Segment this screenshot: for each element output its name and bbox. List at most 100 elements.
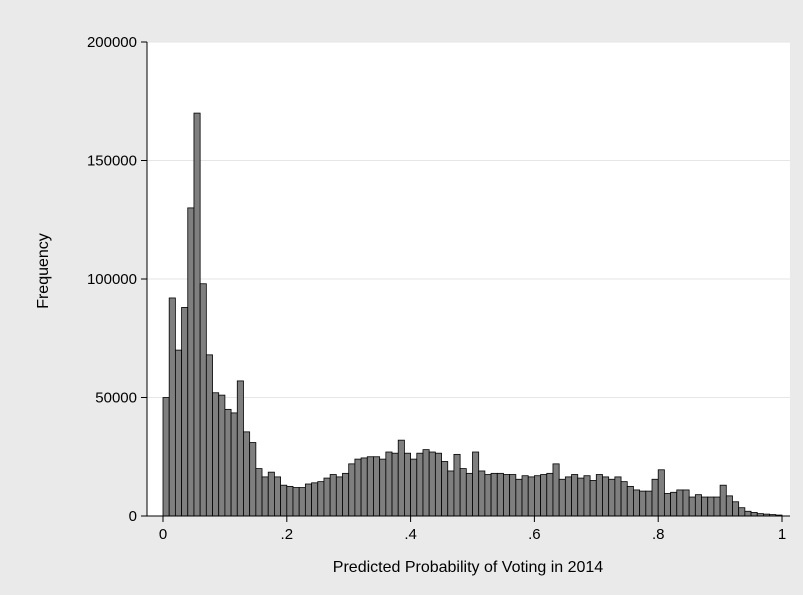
histogram-bar — [459, 468, 467, 517]
histogram-bar — [534, 475, 541, 517]
y-axis-label: Frequency — [35, 233, 52, 309]
histogram-bar — [472, 451, 480, 517]
histogram-bar — [670, 491, 678, 517]
histogram-bar — [620, 481, 628, 517]
histogram-bar — [719, 484, 727, 517]
histogram-bar — [521, 475, 529, 517]
histogram-bar — [633, 489, 641, 517]
histogram-bar — [168, 297, 176, 517]
histogram-bar — [243, 431, 251, 517]
histogram-bar — [335, 476, 343, 517]
histogram-bar — [354, 458, 362, 517]
y-tick-label: 0 — [129, 508, 137, 525]
histogram-bar — [583, 475, 591, 517]
histogram-bar — [323, 477, 331, 517]
histogram-bar — [639, 490, 647, 517]
histogram-bar — [329, 474, 337, 517]
histogram-bar — [304, 483, 312, 517]
histogram-bar — [571, 474, 579, 517]
histogram-bar — [453, 453, 461, 517]
histogram-bar — [663, 493, 671, 517]
histogram-bar — [162, 397, 170, 517]
histogram-bar — [311, 482, 319, 517]
histogram-bar — [750, 512, 758, 517]
histogram-bar — [515, 478, 523, 517]
histogram-bar — [614, 476, 622, 517]
bars — [162, 112, 783, 517]
histogram-bar — [713, 496, 721, 517]
histogram-bar — [174, 349, 182, 517]
histogram-bar — [267, 471, 275, 517]
histogram-bar — [397, 439, 405, 517]
y-tick-label: 200000 — [87, 34, 137, 51]
histogram-bar — [348, 463, 356, 517]
gridlines — [147, 41, 790, 398]
histogram-bar — [608, 478, 616, 517]
histogram-bar — [546, 472, 554, 517]
histogram-bar — [292, 487, 300, 517]
histogram-bar — [564, 476, 572, 517]
x-tick-label: .4 — [404, 526, 417, 543]
histogram-bar — [657, 469, 665, 517]
histogram-bar — [688, 496, 696, 517]
histogram-bar — [249, 442, 257, 517]
histogram-bar — [527, 476, 535, 517]
histogram-bar — [595, 474, 603, 517]
histogram-bar — [732, 501, 740, 517]
histogram-bar — [360, 457, 368, 517]
histogram-bar — [707, 496, 715, 517]
histogram-bar — [645, 490, 653, 517]
histogram-bar — [193, 112, 201, 517]
x-axis-label: Predicted Probability of Voting in 2014 — [333, 559, 604, 576]
histogram-bar — [626, 485, 634, 517]
x-axis: 0 .2 .4 .6 .8 1 — [147, 515, 790, 543]
histogram-bar — [540, 474, 548, 517]
y-tick-label: 150000 — [87, 153, 137, 170]
histogram-bar — [478, 470, 486, 517]
histogram-bar — [589, 480, 597, 517]
histogram-bar — [261, 476, 269, 517]
histogram-bar — [205, 354, 213, 517]
histogram-bar — [404, 452, 412, 517]
histogram-bar — [286, 485, 294, 517]
y-axis: 0 50000 100000 150000 200000 — [87, 34, 148, 525]
histogram-bar — [552, 463, 560, 517]
histogram-bar — [725, 495, 733, 517]
histogram-bar — [434, 452, 442, 517]
histogram-bar — [465, 472, 473, 517]
histogram-bar — [366, 456, 374, 517]
histogram-bar — [441, 461, 449, 517]
y-tick-label: 50000 — [95, 390, 137, 407]
histogram-bar — [236, 380, 244, 517]
histogram-bar — [187, 207, 195, 517]
y-tick-label: 100000 — [87, 271, 137, 288]
histogram-bar — [255, 468, 263, 517]
histogram-bar — [447, 470, 455, 517]
histogram-bar — [274, 476, 282, 517]
histogram-bar — [682, 489, 690, 517]
x-tick-label: .6 — [528, 526, 541, 543]
histogram-bar — [342, 472, 350, 517]
histogram-bar — [410, 458, 418, 517]
histogram-bar — [212, 392, 220, 517]
histogram-bar — [280, 484, 288, 517]
histogram-bar — [391, 452, 399, 517]
x-tick-label: .8 — [652, 526, 665, 543]
histogram-bar — [373, 456, 381, 517]
histogram-bar — [651, 478, 659, 517]
histogram-bar — [490, 472, 498, 517]
histogram-bar — [496, 472, 504, 517]
histogram-bar — [509, 474, 517, 517]
histogram-bar — [224, 408, 232, 517]
histogram-bar — [428, 451, 436, 517]
histogram-bar — [230, 412, 238, 517]
histogram-bar — [558, 478, 566, 517]
histogram-bar — [218, 394, 226, 517]
x-tick-label: .2 — [281, 526, 294, 543]
histogram-bar — [317, 481, 325, 517]
histogram-bar — [503, 474, 511, 517]
histogram-bar — [379, 458, 387, 517]
x-tick-label: 0 — [159, 526, 167, 543]
histogram-bar — [738, 507, 746, 517]
